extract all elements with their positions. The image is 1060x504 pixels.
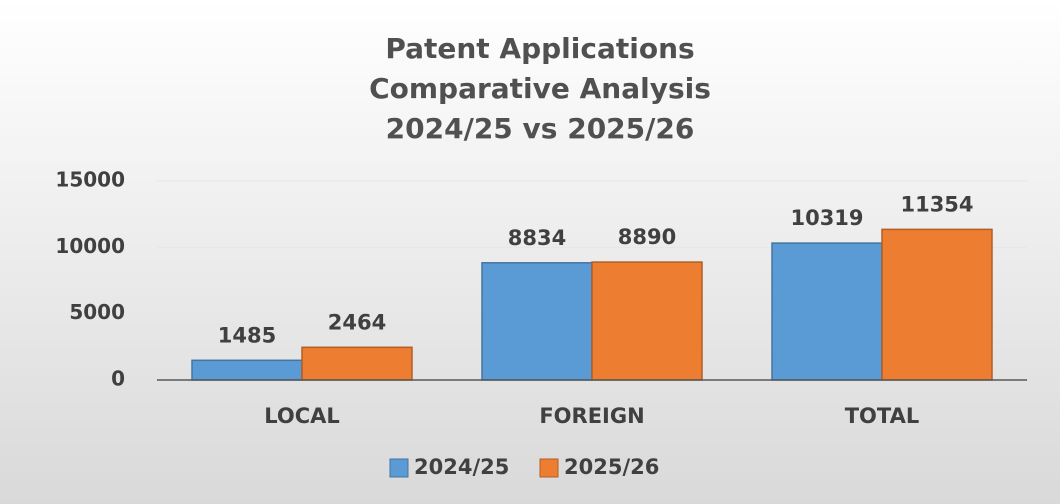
y-tick-label: 5000	[69, 300, 125, 324]
chart-title: Patent Applications	[385, 32, 694, 65]
x-tick-label: LOCAL	[264, 404, 340, 428]
bar	[881, 228, 993, 381]
value-label: 1485	[218, 323, 276, 347]
x-tick-label: TOTAL	[845, 404, 920, 428]
y-tick-label: 10000	[55, 234, 125, 258]
bar	[301, 346, 413, 381]
value-label: 2464	[328, 310, 386, 334]
bar	[481, 262, 593, 381]
legend-label: 2025/26	[564, 455, 659, 479]
value-label: 10319	[790, 206, 863, 230]
legend-label: 2024/25	[414, 455, 509, 479]
chart-title: Comparative Analysis	[369, 72, 711, 105]
y-tick-label: 15000	[55, 168, 125, 192]
legend-swatch	[539, 458, 559, 478]
chart-title: 2024/25 vs 2025/26	[386, 112, 695, 145]
value-label: 11354	[900, 192, 973, 216]
legend-swatch	[389, 458, 409, 478]
x-tick-label: FOREIGN	[539, 404, 644, 428]
y-tick-label: 0	[111, 367, 125, 391]
bar	[771, 242, 883, 381]
bar	[191, 359, 303, 381]
value-label: 8890	[618, 225, 676, 249]
bar	[591, 261, 703, 381]
value-label: 8834	[508, 226, 566, 250]
